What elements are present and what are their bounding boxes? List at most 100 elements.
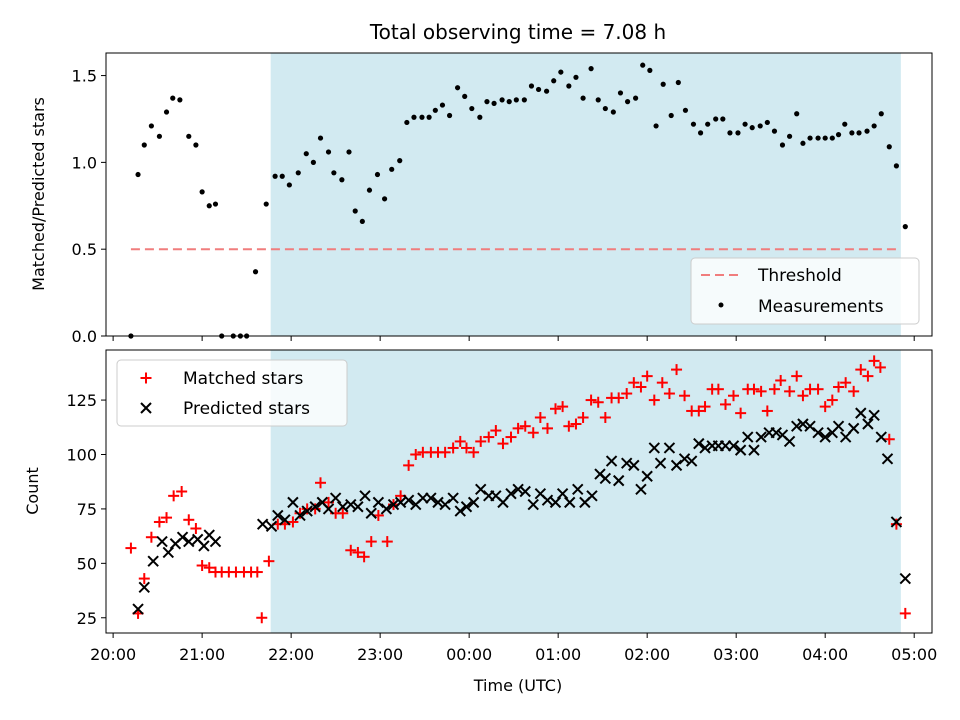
x-tick-label: 04:00 bbox=[802, 645, 848, 664]
chart-title: Total observing time = 7.08 h bbox=[369, 20, 666, 44]
measurement-point bbox=[779, 142, 786, 148]
matched-star-point bbox=[755, 385, 767, 397]
x-stroke-b bbox=[899, 572, 912, 585]
x-stroke-b bbox=[693, 437, 705, 450]
measurement-point bbox=[580, 95, 586, 101]
matched-star-point bbox=[345, 544, 357, 556]
measurement-point bbox=[331, 170, 337, 176]
x-stroke-b bbox=[176, 531, 189, 543]
measurement-point bbox=[822, 135, 828, 141]
predicted-star-point bbox=[132, 603, 144, 615]
bottom-legend-box bbox=[116, 359, 348, 427]
x-stroke-b bbox=[734, 444, 747, 456]
measurement-point bbox=[742, 121, 748, 127]
matched-star-point bbox=[287, 516, 299, 528]
top-axes-frame bbox=[105, 52, 933, 337]
predicted-star-point bbox=[641, 470, 653, 482]
measurement-point bbox=[764, 119, 770, 126]
matched-star-point bbox=[381, 536, 393, 548]
predicted-star-point bbox=[512, 483, 524, 496]
x-tick-label: 05:00 bbox=[891, 645, 937, 664]
matched-star-point bbox=[656, 377, 668, 389]
matched-star-point bbox=[403, 459, 415, 471]
matched-star-point bbox=[812, 383, 824, 395]
matched-star-point bbox=[570, 418, 582, 430]
measurement-point bbox=[849, 130, 855, 136]
x-stroke-b bbox=[527, 498, 539, 511]
matched-star-point bbox=[527, 427, 539, 439]
matched-star-point bbox=[145, 531, 157, 543]
matched-star-point bbox=[890, 518, 902, 530]
x-stroke-b bbox=[670, 459, 683, 472]
matched-star-point bbox=[337, 507, 349, 519]
predicted-star-point bbox=[755, 431, 767, 443]
x-stroke-b bbox=[439, 498, 451, 511]
x-stroke-b bbox=[505, 487, 517, 500]
measurement-point bbox=[252, 269, 259, 275]
predicted-star-point bbox=[742, 431, 754, 443]
predicted-star-point bbox=[654, 457, 667, 469]
x-stroke-b bbox=[699, 442, 711, 454]
matched-star-point bbox=[868, 355, 880, 367]
measurement-point bbox=[807, 135, 813, 141]
measurement-point bbox=[193, 142, 199, 148]
measurement-point bbox=[325, 149, 332, 155]
x-stroke-b bbox=[183, 535, 195, 548]
measurement-point bbox=[757, 123, 763, 129]
measurement-point bbox=[675, 79, 681, 86]
bottom-observing-window bbox=[270, 350, 901, 633]
predicted-star-point bbox=[198, 540, 210, 552]
predicted-star-point bbox=[365, 507, 377, 519]
measurement-point bbox=[397, 158, 403, 164]
x-stroke-b bbox=[804, 420, 816, 432]
predicted-star-point bbox=[387, 498, 400, 511]
x-stroke-b bbox=[402, 494, 415, 506]
x-stroke-b bbox=[648, 442, 661, 454]
matched-star-point bbox=[862, 370, 874, 382]
y-tick-label: 25 bbox=[77, 609, 97, 628]
measurement-point bbox=[558, 69, 564, 75]
measurement-points bbox=[128, 62, 908, 339]
predicted-star-point bbox=[685, 455, 698, 467]
x-stroke-b bbox=[819, 431, 831, 443]
matched-star-point bbox=[309, 503, 321, 515]
matched-star-point bbox=[454, 435, 466, 447]
measurement-point bbox=[462, 93, 468, 100]
measurement-point bbox=[148, 123, 154, 129]
measurement-point bbox=[404, 119, 410, 126]
y-tick-label: 125 bbox=[66, 391, 97, 410]
measurement-point bbox=[279, 173, 285, 179]
matched-star-point bbox=[125, 542, 137, 554]
x-stroke-b bbox=[316, 496, 328, 509]
measurement-point bbox=[871, 123, 877, 129]
predicted-star-point bbox=[209, 535, 222, 548]
predicted-star-point bbox=[372, 496, 385, 509]
x-stroke-b bbox=[301, 505, 313, 517]
x-stroke-b bbox=[881, 453, 894, 465]
predicted-star-point bbox=[460, 501, 473, 513]
measurement-point bbox=[286, 182, 292, 188]
measurement-point bbox=[295, 170, 301, 176]
bottom-y-axis-label: Count bbox=[23, 467, 42, 515]
y-tick-label: 75 bbox=[77, 500, 97, 519]
x-stroke-b bbox=[519, 485, 531, 498]
matched-star-point bbox=[358, 551, 370, 563]
measurement-point bbox=[339, 177, 345, 183]
predicted-star-point bbox=[847, 422, 860, 435]
predicted-star-point bbox=[663, 442, 676, 454]
x-tick-label: 01:00 bbox=[535, 645, 581, 664]
matched-star-point bbox=[263, 555, 275, 567]
measurement-point bbox=[170, 95, 176, 101]
matched-star-point bbox=[577, 411, 589, 423]
predicted-star-point bbox=[727, 440, 740, 452]
measurement-point bbox=[359, 218, 365, 225]
predicted-star-point bbox=[294, 509, 306, 522]
measurement-point bbox=[491, 100, 497, 106]
x-stroke-b bbox=[620, 457, 633, 469]
predicted-star-point bbox=[635, 483, 647, 496]
x-stroke-b bbox=[847, 422, 860, 435]
matched-star-point bbox=[585, 394, 597, 406]
measurement-point bbox=[454, 85, 461, 91]
matched-star-point bbox=[439, 446, 451, 458]
predicted-star-point bbox=[572, 483, 584, 496]
